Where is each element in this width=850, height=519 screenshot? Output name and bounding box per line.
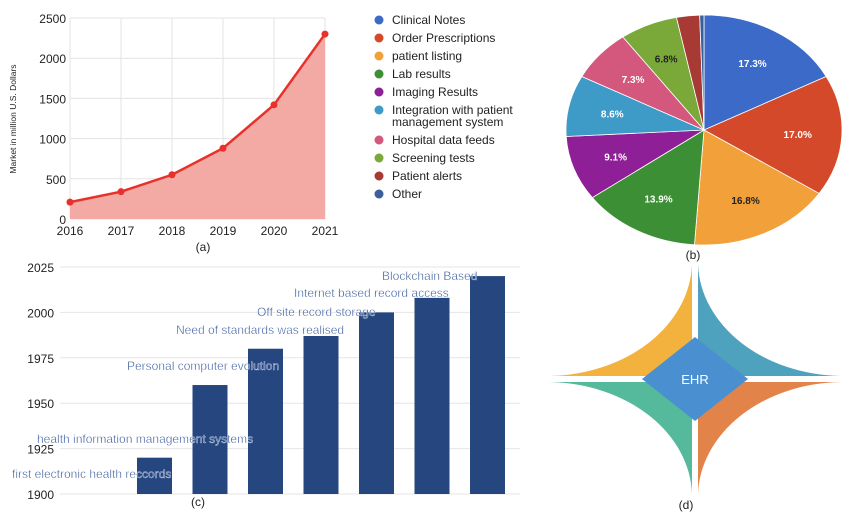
bar (192, 385, 228, 494)
x-tick-label: 2020 (261, 224, 288, 238)
data-point (219, 144, 227, 152)
x-tick-label: 2016 (57, 224, 84, 238)
pie-legend: Clinical Notes Order Prescriptions patient… (374, 13, 513, 201)
diagram-quadrant (549, 264, 692, 376)
quadrant-label: Insurance (743, 317, 792, 328)
pie-slice (703, 76, 843, 194)
center-label: EHR (681, 372, 708, 387)
legend-label: management system (392, 115, 503, 129)
legend-label: Lab results (392, 67, 451, 81)
caption-a: (a) (196, 240, 211, 254)
legend-marker (374, 51, 384, 61)
y-tick-label: 1950 (27, 397, 54, 411)
y-tick-label: 1500 (39, 92, 66, 106)
bar-annotation: Need of standards was realised (176, 323, 344, 337)
y-tick-label: 1000 (39, 133, 66, 147)
y-axis-label: Market in million U.S. Dollars (8, 64, 18, 173)
data-point (321, 30, 329, 38)
y-tick-label: 2000 (39, 52, 66, 66)
legend-label: Other (392, 187, 422, 201)
legend-marker (374, 135, 384, 145)
x-tick-label: 2018 (159, 224, 186, 238)
y-tick-label: 2000 (27, 306, 54, 320)
slice-label: 9.1% (604, 152, 627, 163)
ehr-center-diamond (642, 337, 748, 421)
caption-d: (d) (679, 498, 694, 512)
ehr-usage-pie-chart: 17.3% 17.0% 16.8% 13.9% 9.1% 8.6% 7.3% 6.8% (b) (565, 14, 843, 262)
slice-label: 7.3% (622, 75, 645, 86)
y-tick-label: 1900 (27, 488, 54, 502)
bar-annotation: first electronic health reccords (12, 467, 171, 481)
caption-b: (b) (686, 248, 701, 262)
legend-marker (374, 15, 384, 25)
y-tick-label: 0 (59, 213, 66, 227)
pie-slice (694, 129, 820, 246)
legend-label: Screening tests (392, 151, 475, 165)
data-point (270, 101, 278, 109)
y-tick-label: 1925 (27, 443, 54, 457)
x-tick-label: 2017 (108, 224, 135, 238)
slice-label: 8.6% (601, 109, 624, 120)
data-point (117, 188, 125, 196)
bar (470, 276, 505, 494)
y-tick-label: 1975 (27, 352, 54, 366)
legend-label: Patient alerts (392, 169, 462, 183)
legend-label: Imaging Results (392, 85, 478, 99)
legend-marker (374, 171, 384, 181)
legend-marker (374, 105, 384, 115)
y-tick-label: 500 (46, 173, 66, 187)
bar (137, 457, 172, 494)
slice-label: 6.8% (655, 54, 678, 65)
legend-marker (374, 189, 384, 199)
area-fill (70, 34, 325, 219)
legend-label: Order Prescriptions (392, 31, 495, 45)
bar-annotation: Off site record storage (257, 305, 376, 319)
ehr-stakeholder-diagram: Care Providers Insurance Companies Lab Repo… (549, 264, 841, 512)
slice-label: 13.9% (644, 194, 672, 205)
x-tick-label: 2021 (312, 224, 339, 238)
data-point (168, 171, 176, 179)
pie-slice (591, 129, 705, 246)
legend-label: patient listing (392, 49, 462, 63)
bar (359, 312, 394, 494)
quadrant-label: Companies (740, 332, 796, 343)
bar (303, 336, 339, 494)
bar (248, 348, 283, 494)
diagram-quadrant (698, 264, 841, 376)
slice-label: 17.0% (784, 130, 812, 141)
slice-label: 17.3% (738, 59, 766, 70)
pie-slice (703, 14, 827, 131)
ehr-timeline-bar-chart: 1900 1925 1950 1975 2000 2025 first electronic… (12, 261, 520, 509)
legend-marker (374, 33, 384, 43)
bar (414, 297, 450, 494)
legend-label: Clinical Notes (392, 13, 465, 27)
series-line (69, 33, 327, 204)
bar-annotation: Personal computer evolution (127, 359, 279, 373)
legend-marker (374, 87, 384, 97)
legend-label: Integration with patient (392, 103, 513, 117)
slice-label: 16.8% (731, 196, 759, 207)
pie-slice (699, 14, 705, 131)
data-point (66, 198, 74, 206)
bar-annotation: Internet based record access (294, 286, 449, 300)
market-area-chart: 0 500 1000 1500 2000 2500 2016 2017 2018 2019 2020… (8, 12, 339, 254)
pie-slice (565, 129, 705, 199)
bar-annotation: health information management systems (37, 432, 253, 446)
caption-c: (c) (191, 495, 205, 509)
x-tick-label: 2019 (210, 224, 237, 238)
legend-marker (374, 69, 384, 79)
bar-annotation: Blockchain Based (382, 269, 477, 283)
quadrant-label: Vital Signs (739, 435, 791, 446)
legend-marker (374, 153, 384, 163)
y-tick-label: 2025 (27, 261, 54, 275)
y-tick-label: 2500 (39, 12, 66, 26)
diagram-quadrant (549, 382, 692, 494)
diagram-quadrant (698, 382, 841, 494)
legend-label: Hospital data feeds (392, 133, 495, 147)
quadrant-label: Care Providers (589, 323, 662, 334)
quadrant-label: Lab Reports (594, 435, 654, 446)
